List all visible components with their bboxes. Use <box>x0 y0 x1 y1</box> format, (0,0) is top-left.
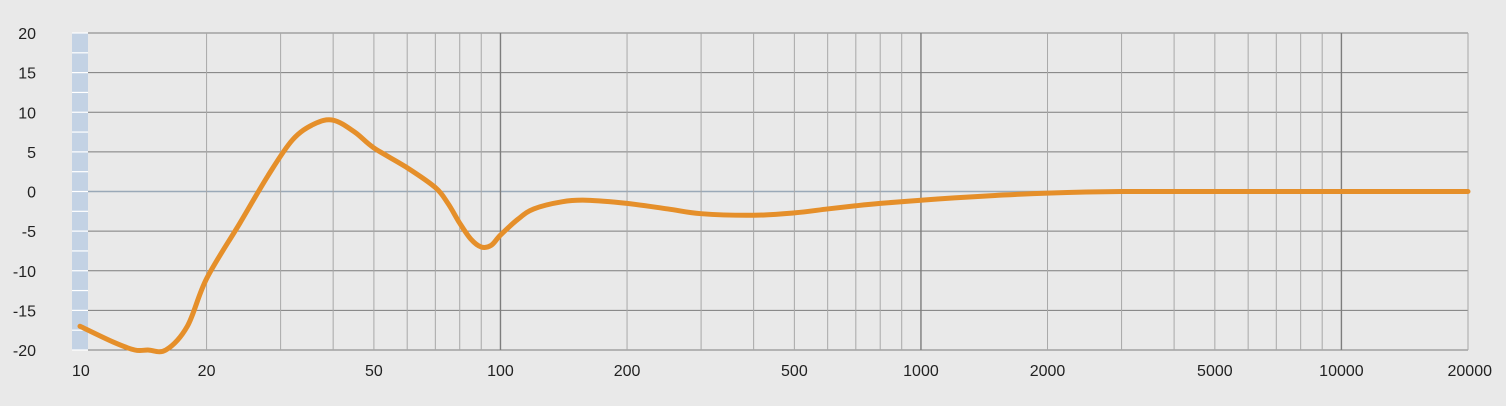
x-tick-label: 500 <box>781 363 808 380</box>
x-tick-label: 10000 <box>1319 363 1364 380</box>
y-tick-label: 20 <box>18 26 36 43</box>
x-tick-label: 1000 <box>903 363 939 380</box>
curve-layer[interactable] <box>77 117 1471 355</box>
x-tick-label: 100 <box>487 363 514 380</box>
y-tick-label: -15 <box>13 303 36 320</box>
y-axis-labels: 20 15 10 5 0 -5 -10 -15 -20 <box>13 26 36 360</box>
y-tick-label: -20 <box>13 343 36 360</box>
x-tick-label: 5000 <box>1197 363 1233 380</box>
x-tick-label: 20000 <box>1448 363 1493 380</box>
y-tick-label: 5 <box>27 145 36 162</box>
y-ruler[interactable] <box>72 32 88 351</box>
x-tick-label: 200 <box>614 363 641 380</box>
y-tick-label: 15 <box>18 66 36 83</box>
x-tick-label: 20 <box>198 363 216 380</box>
y-tick-label: 0 <box>27 185 36 202</box>
y-tick-label: 10 <box>18 105 36 122</box>
x-tick-label: 10 <box>72 363 90 380</box>
x-tick-label: 2000 <box>1030 363 1066 380</box>
y-tick-label: -10 <box>13 264 36 281</box>
x-tick-label: 50 <box>365 363 383 380</box>
y-tick-label: -5 <box>22 224 36 241</box>
grid-layer <box>79 32 1469 351</box>
x-axis-labels: 10 20 50 100 200 500 1000 2000 5000 10000 20000 <box>72 363 1492 380</box>
eq-response-curve[interactable] <box>77 117 1471 355</box>
